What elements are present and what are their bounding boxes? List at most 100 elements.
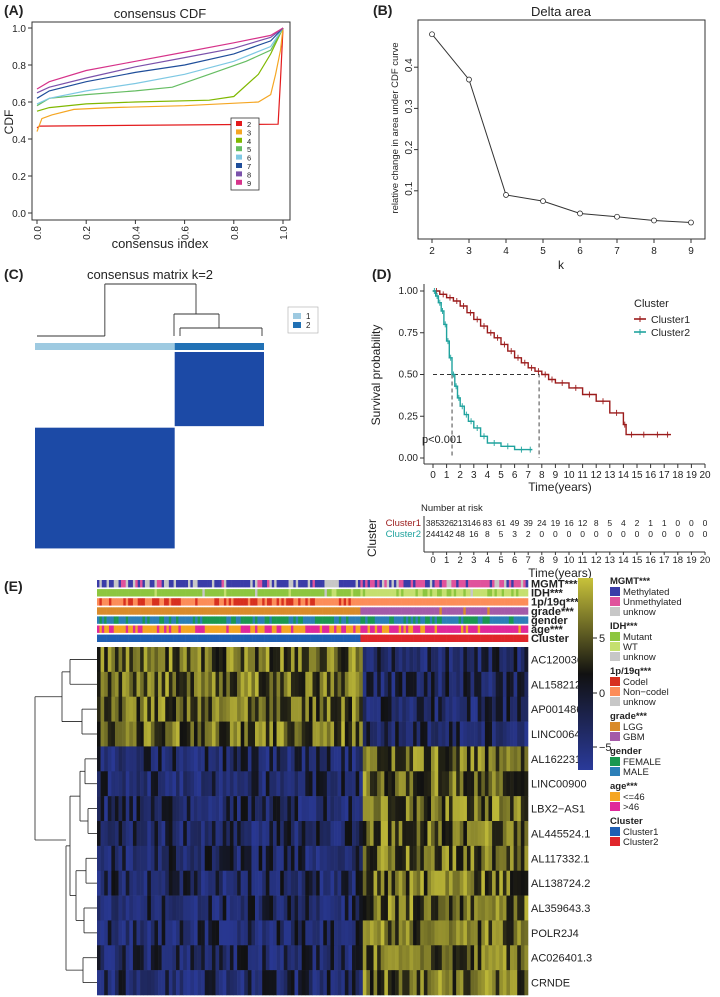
annotation-cell: [422, 580, 426, 588]
annotation-cell: [357, 580, 361, 588]
annotation-cell: [130, 625, 134, 633]
heatmap-cell: [136, 845, 141, 872]
annotation-cell: [460, 607, 464, 615]
annotation-cell: [257, 580, 261, 588]
heatmap-cell: [229, 771, 234, 797]
annotation-cell: [379, 589, 383, 597]
annotation-cell: [137, 616, 141, 624]
heatmap-cell: [359, 920, 364, 946]
heatmap-cell: [104, 970, 109, 996]
heatmap-cell: [405, 771, 410, 797]
annotation-cell: [159, 625, 162, 633]
annotation-cell: [331, 607, 335, 615]
heatmap-cell: [244, 945, 249, 971]
heatmap-cell: [143, 920, 148, 946]
heatmap-cell: [244, 970, 249, 996]
heatmap-cell: [520, 895, 525, 921]
annotation-cell: [429, 625, 433, 633]
heatmap-cell: [420, 895, 425, 921]
risk-count: 61: [496, 518, 506, 528]
heatmap-cell: [276, 746, 281, 772]
annotation-cell: [298, 589, 301, 597]
annotation-cell: [140, 625, 143, 633]
annotation-cell: [425, 589, 428, 597]
heatmap-cell: [305, 771, 310, 797]
heatmap-cell: [150, 845, 155, 872]
heatmap-cell: [204, 771, 209, 797]
heatmap-cell: [316, 945, 320, 971]
heatmap-cell: [111, 821, 116, 847]
heatmap-cell: [502, 895, 507, 921]
heatmap-cell: [298, 771, 303, 797]
heatmap-cell: [377, 845, 382, 872]
annotation-cell: [448, 589, 452, 597]
annotation-cell: [523, 634, 526, 642]
annotation-cell: [228, 625, 232, 633]
risk-count: 0: [662, 529, 667, 539]
heatmap-cell: [517, 870, 522, 896]
x-tick-label-b: 9: [688, 246, 694, 257]
heatmap-cell: [294, 721, 299, 747]
heatmap-cell: [413, 870, 417, 896]
annotation-cell: [360, 625, 364, 633]
heatmap-cell: [488, 920, 493, 946]
heatmap-cell: [136, 771, 141, 797]
heatmap-cell: [287, 671, 292, 698]
heatmap-cell: [183, 945, 188, 971]
annotation-cell: [353, 580, 356, 588]
annotation-cell: [113, 616, 117, 624]
heatmap-cell: [510, 647, 514, 673]
annotation-cell: [267, 589, 270, 597]
heatmap-cell: [215, 895, 220, 921]
heatmap-row-4: [97, 746, 529, 772]
heatmap-cell: [398, 845, 403, 872]
annotation-cell: [398, 589, 402, 597]
heatmap-cell: [416, 970, 421, 996]
heatmap-cell: [420, 920, 425, 946]
heatmap-cell: [168, 845, 173, 872]
annotation-cell: [185, 625, 189, 633]
annotation-cell: [235, 580, 239, 588]
annotation-cell: [444, 625, 447, 633]
heatmap-cell: [140, 945, 144, 971]
risk-count: 48: [455, 529, 465, 539]
annotation-cell: [353, 634, 356, 642]
risk-count: 39: [523, 518, 533, 528]
annotation-cell: [396, 598, 399, 606]
annotation-cell: [520, 589, 524, 597]
annotation-cell: [441, 589, 445, 597]
heatmap-cell: [474, 671, 479, 698]
annotation-cell: [252, 580, 256, 588]
y-tick-label-b: 0.2: [404, 140, 415, 154]
annotation-cell: [504, 625, 507, 633]
heatmap-cell: [387, 647, 392, 673]
heatmap-cell: [222, 920, 227, 946]
annotation-cell: [487, 616, 490, 624]
legend-item-label: GBM: [623, 732, 645, 743]
heatmap-cell: [269, 945, 274, 971]
heatmap-cell: [395, 895, 399, 921]
annotation-cell: [142, 634, 146, 642]
heatmap-cell: [237, 870, 241, 896]
annotation-cell: [439, 607, 443, 615]
heatmap-cell: [265, 647, 270, 673]
heatmap-cell: [359, 845, 364, 872]
heatmap-cell: [251, 671, 256, 698]
heatmap-cell: [344, 696, 349, 722]
annotation-cell: [319, 607, 323, 615]
heatmap-cell: [510, 721, 514, 747]
annotation-cell: [391, 625, 395, 633]
heatmap-cell: [172, 647, 177, 673]
heatmap-cell: [438, 771, 443, 797]
heatmap-cell: [154, 945, 159, 971]
annotation-cell: [413, 598, 416, 606]
annotation-cell: [211, 598, 215, 606]
annotation-cell: [369, 625, 373, 633]
annotation-cell: [501, 616, 505, 624]
heatmap-cell: [452, 920, 457, 946]
annotation-cell: [252, 607, 256, 615]
heatmap-cell: [287, 796, 292, 822]
annotation-cell: [278, 580, 282, 588]
heatmap-cell: [484, 721, 489, 747]
heatmap-cell: [269, 845, 274, 872]
